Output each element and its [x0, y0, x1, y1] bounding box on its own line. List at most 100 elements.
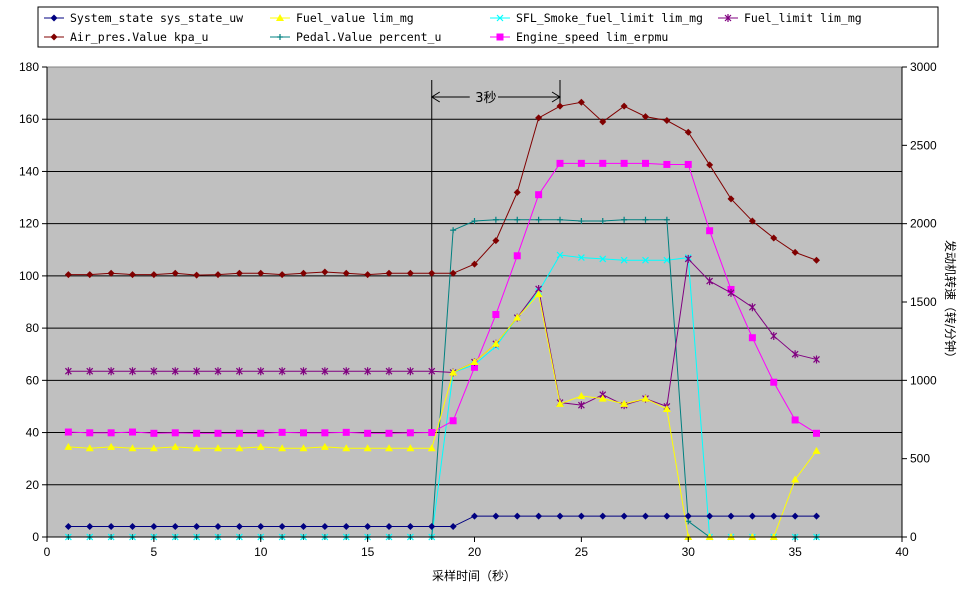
data-point [257, 269, 265, 277]
data-point [364, 367, 372, 376]
y-tick-label: 120 [19, 217, 39, 231]
data-point [577, 392, 586, 399]
data-point [150, 271, 158, 279]
data-point [171, 429, 179, 437]
data-point [342, 269, 350, 277]
data-point [406, 523, 414, 531]
legend-marker [50, 14, 58, 22]
data-point [684, 128, 692, 136]
data-point [492, 311, 500, 319]
data-point [129, 428, 136, 436]
data-point [791, 350, 799, 359]
data-point [406, 367, 414, 376]
data-point [428, 269, 436, 277]
data-point [620, 256, 628, 264]
data-point [235, 367, 243, 376]
data-point [535, 216, 542, 223]
legend-label: Fuel_limit lim_mg [744, 11, 862, 25]
data-point [192, 444, 201, 452]
data-point [235, 269, 243, 277]
data-point [642, 159, 649, 167]
data-point [257, 367, 265, 376]
data-point [150, 429, 158, 437]
data-point [534, 290, 543, 298]
data-point [321, 367, 329, 376]
data-point [513, 512, 521, 520]
data-point [791, 512, 799, 520]
data-point [64, 442, 73, 450]
data-point [770, 331, 778, 340]
data-point [278, 428, 286, 436]
data-point [449, 417, 457, 425]
y2-tick-label: 1000 [910, 373, 937, 387]
data-point [107, 442, 116, 450]
x-tick-label: 30 [682, 545, 696, 559]
data-point [557, 216, 563, 223]
data-point [620, 399, 629, 407]
data-point [406, 429, 414, 437]
series-line [68, 162, 817, 434]
data-point [514, 216, 521, 223]
data-point [406, 444, 415, 452]
data-point [471, 363, 478, 371]
data-point [278, 271, 286, 279]
gridlines [47, 118, 902, 486]
data-point [663, 256, 671, 264]
data-point [471, 260, 478, 268]
x-axis-title: 采样时间（秒） [432, 568, 516, 583]
data-point [193, 367, 201, 376]
arrowhead-left [430, 91, 441, 103]
data-point [107, 269, 115, 277]
data-point [86, 367, 94, 376]
series-line [68, 101, 817, 276]
legend-marker [724, 14, 732, 22]
data-point [706, 512, 714, 520]
legend-item: Pedal.Value percent_u [270, 30, 441, 44]
data-point [492, 237, 500, 245]
data-point [620, 159, 628, 167]
data-point [748, 334, 756, 342]
data-point [748, 303, 756, 312]
data-point [385, 269, 393, 277]
y-tick-label: 0 [32, 530, 39, 544]
legend-item: SFL_Smoke_fuel_limit lim_mg [490, 11, 703, 25]
data-point [556, 102, 564, 110]
data-point [599, 218, 606, 225]
data-point [364, 429, 372, 437]
data-point [299, 444, 308, 452]
data-point [663, 117, 671, 125]
y2-tick-label: 0 [910, 530, 917, 544]
data-point [449, 269, 457, 277]
series-line [68, 257, 817, 408]
data-point [171, 442, 180, 450]
x-tick-label: 0 [44, 545, 51, 559]
series-line [68, 515, 817, 528]
data-point [513, 313, 522, 321]
data-point [684, 254, 692, 263]
data-point [129, 523, 136, 531]
data-point [491, 339, 500, 347]
data-point [320, 442, 329, 450]
legend-label: Fuel_value lim_mg [296, 11, 414, 25]
legend-label: Air_pres.Value kpa_u [70, 30, 208, 44]
legend-label: SFL_Smoke_fuel_limit lim_mg [516, 11, 703, 25]
data-point [64, 523, 72, 531]
data-point [385, 523, 393, 531]
data-point [235, 523, 243, 531]
data-point [321, 268, 329, 276]
data-point [813, 429, 820, 437]
data-point [364, 523, 372, 531]
y-tick-label: 80 [26, 321, 40, 335]
data-point [663, 216, 670, 223]
x-tick-label: 25 [575, 545, 589, 559]
series-engine-speed [64, 159, 820, 437]
data-point [342, 428, 350, 436]
data-point [107, 523, 115, 531]
data-point [450, 227, 457, 234]
legend: System_state sys_state_uw Fuel_value lim_… [44, 11, 862, 44]
data-point [663, 160, 671, 168]
data-point [385, 367, 393, 376]
data-point [321, 523, 329, 531]
data-point [64, 367, 72, 376]
data-point [257, 523, 265, 531]
